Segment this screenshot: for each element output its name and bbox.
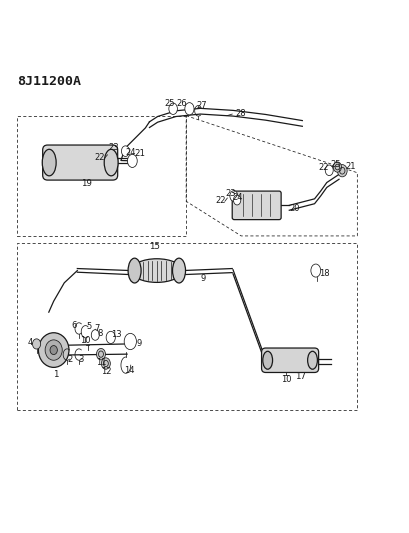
Text: 3: 3 <box>79 355 84 364</box>
FancyBboxPatch shape <box>262 348 319 373</box>
Text: 22: 22 <box>216 196 226 205</box>
Ellipse shape <box>121 146 129 157</box>
Text: 25: 25 <box>164 99 175 108</box>
Ellipse shape <box>97 349 106 360</box>
Ellipse shape <box>263 351 272 369</box>
Text: 2: 2 <box>67 355 73 364</box>
Ellipse shape <box>42 149 56 176</box>
Text: 7: 7 <box>94 325 99 333</box>
Ellipse shape <box>106 332 115 344</box>
Text: 22: 22 <box>318 163 329 172</box>
Text: 24: 24 <box>125 148 135 157</box>
Text: 4: 4 <box>27 338 33 347</box>
Text: 15: 15 <box>149 241 160 251</box>
Text: 17: 17 <box>295 372 306 381</box>
Text: 21: 21 <box>135 149 146 158</box>
Ellipse shape <box>337 165 347 177</box>
Text: 21: 21 <box>345 161 356 171</box>
Text: 11: 11 <box>97 358 107 367</box>
Ellipse shape <box>38 333 69 367</box>
Text: 8: 8 <box>97 329 102 338</box>
Ellipse shape <box>185 103 194 115</box>
Text: 8J11200A: 8J11200A <box>17 75 81 88</box>
Ellipse shape <box>91 330 99 340</box>
Text: 10: 10 <box>80 336 90 345</box>
Ellipse shape <box>32 339 40 349</box>
Text: 23: 23 <box>225 189 236 198</box>
Ellipse shape <box>124 333 137 350</box>
Text: 23: 23 <box>108 142 119 151</box>
Text: 9: 9 <box>200 274 205 283</box>
Ellipse shape <box>45 340 62 360</box>
Text: 5: 5 <box>86 322 91 332</box>
Ellipse shape <box>308 351 317 369</box>
Ellipse shape <box>169 103 178 115</box>
Text: 20: 20 <box>289 204 300 213</box>
Ellipse shape <box>234 195 241 205</box>
Ellipse shape <box>101 358 110 369</box>
Text: 14: 14 <box>124 366 134 375</box>
Text: 12: 12 <box>101 367 112 376</box>
Ellipse shape <box>230 191 238 201</box>
Ellipse shape <box>128 155 137 167</box>
Text: 6: 6 <box>71 321 76 330</box>
Text: 9: 9 <box>137 338 142 348</box>
Text: 27: 27 <box>196 101 207 110</box>
Ellipse shape <box>173 258 186 283</box>
Ellipse shape <box>131 259 182 282</box>
Text: 19: 19 <box>81 179 92 188</box>
Ellipse shape <box>128 258 141 283</box>
Ellipse shape <box>104 149 118 176</box>
Ellipse shape <box>325 165 333 175</box>
FancyBboxPatch shape <box>43 145 118 180</box>
Text: 28: 28 <box>235 109 246 118</box>
Ellipse shape <box>333 162 342 172</box>
Text: 1: 1 <box>53 370 58 379</box>
FancyBboxPatch shape <box>232 191 281 220</box>
Text: 10: 10 <box>281 375 291 384</box>
Ellipse shape <box>50 345 57 354</box>
Text: 26: 26 <box>177 99 187 108</box>
Text: 13: 13 <box>111 330 121 339</box>
Ellipse shape <box>311 264 321 277</box>
Text: 18: 18 <box>319 269 330 278</box>
Text: 24: 24 <box>233 193 243 201</box>
Text: 25: 25 <box>330 160 341 169</box>
Text: 22: 22 <box>94 153 105 161</box>
